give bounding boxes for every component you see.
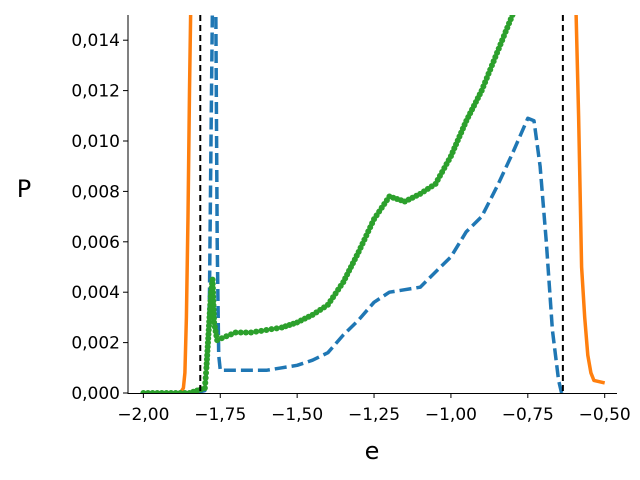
series-1-line [143,15,193,393]
series-3-point [158,390,165,393]
y-tick-label: 0,006 [71,233,120,253]
series-3-point [172,390,179,393]
series-3-point [213,332,220,339]
series-3-point [140,390,147,393]
x-tick-label: −0,75 [502,405,554,425]
y-axis-label: P [17,175,31,203]
series-3-point [211,323,218,330]
series-3-point [210,310,217,317]
x-tick-label: −1,00 [425,405,477,425]
series-3-point [210,302,217,309]
series-3-point [149,390,156,393]
series-3-point [154,390,161,393]
x-ticks: −2,00 −1,75 −1,50 −1,25 −1,00 −0,75 −0,50 [117,393,631,425]
x-tick-label: −0,50 [579,405,631,425]
series-3-point [509,15,516,18]
series-3-point [209,280,216,287]
y-tick-label: 0,000 [71,384,120,404]
x-tick-label: −1,50 [271,405,323,425]
series-3-point [211,319,218,326]
series-3-point [242,329,249,336]
series-3-point [228,331,235,338]
series-3-point [210,315,217,322]
series-3-point [223,333,230,340]
series-3-point [210,298,217,305]
y-tick-label: 0,004 [71,283,120,303]
series-3-point [248,329,255,336]
series-3-point [218,335,225,342]
y-tick-label: 0,014 [71,31,120,51]
reference-lines [199,15,564,393]
series-1-line [574,15,606,385]
series-3-point [209,276,216,283]
series-3-point [268,326,275,333]
series-3-point [201,384,208,391]
x-tick-label: −1,75 [194,405,246,425]
series-layer [140,15,606,393]
series-3-point [258,327,265,334]
series-3-point [144,390,151,393]
series-3-point [210,289,217,296]
series-3-point [237,329,244,336]
series-3-point [210,293,217,300]
y-tick-label: 0,010 [71,132,120,152]
series-3-point [232,329,239,336]
series-3-point [168,390,175,393]
series-3-point [214,337,221,344]
series-3-point [212,328,219,335]
series-3-point [202,379,209,386]
series-3-point [181,390,188,393]
series-3-point [177,390,184,393]
x-axis-label: e [365,437,380,465]
x-tick-label: −1,25 [348,405,400,425]
series-3-point [253,328,260,335]
y-tick-label: 0,008 [71,182,120,202]
y-tick-label: 0,012 [71,82,120,102]
y-tick-label: 0,002 [71,334,120,354]
series-3-point [273,325,280,332]
y-ticks: 0,000 0,002 0,004 0,006 0,008 0,010 0,012 0,014 [71,31,128,404]
series-3-point [209,285,216,292]
x-tick-label: −2,00 [117,405,169,425]
series-3-point [163,390,170,393]
series-3-point [210,306,217,313]
series-3-point [203,369,210,376]
series-3-point [263,327,270,333]
series-3-point [202,374,209,381]
series-2-line [143,15,564,393]
